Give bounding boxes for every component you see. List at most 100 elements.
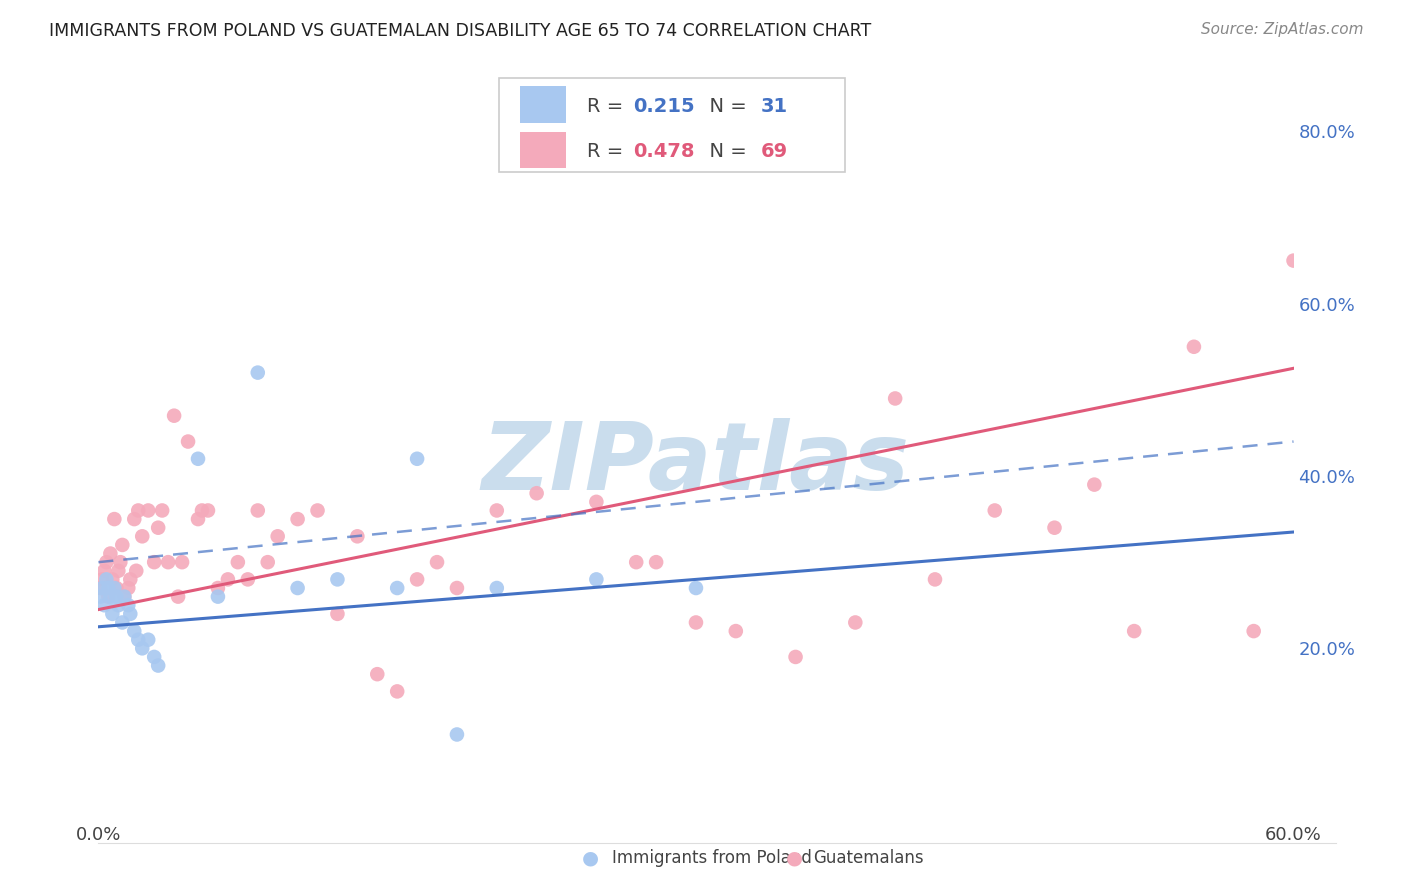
Point [246,366,269,380]
Point [103,512,125,526]
Point [177,434,200,449]
Point [685,615,707,630]
Point [217,573,239,587]
Point [89,590,111,604]
Point [187,512,209,526]
Point [307,503,329,517]
Point [385,684,409,698]
Point [89,581,111,595]
Point [1182,340,1205,354]
Point [107,599,129,613]
Point [1282,253,1305,268]
Point [685,581,707,595]
Point [143,649,166,664]
Point [626,555,648,569]
Point [485,503,508,517]
Point [326,607,349,621]
Point [112,590,135,604]
Text: Guatemalans: Guatemalans [813,849,924,867]
Point [446,727,468,741]
Point [785,649,807,664]
Point [124,624,146,639]
Point [236,573,259,587]
Point [1243,624,1265,639]
Point [924,573,946,587]
Point [110,555,132,569]
Point [157,555,180,569]
Point [163,409,186,423]
Point [148,521,170,535]
Point [101,607,124,621]
Point [426,555,449,569]
Point [645,555,668,569]
Text: IMMIGRANTS FROM POLAND VS GUATEMALAN DISABILITY AGE 65 TO 74 CORRELATION CHART: IMMIGRANTS FROM POLAND VS GUATEMALAN DIS… [49,22,872,40]
FancyBboxPatch shape [520,132,565,169]
FancyBboxPatch shape [499,78,845,172]
Point [96,555,118,569]
Point [326,573,349,587]
Point [127,503,149,517]
Text: 31: 31 [761,96,787,116]
Point [111,615,134,630]
Text: ZIPatlas: ZIPatlas [482,418,910,510]
Text: ●: ● [786,848,803,867]
Point [526,486,548,500]
Point [585,495,607,509]
Point [96,573,118,587]
Point [1123,624,1146,639]
Point [120,573,142,587]
Point [111,538,134,552]
Point [207,581,229,595]
Point [1343,573,1365,587]
Point [143,555,166,569]
Point [93,564,115,578]
Point [101,573,124,587]
Point [117,599,139,613]
Point [207,590,229,604]
Point [406,573,429,587]
Point [105,581,128,595]
Point [120,607,142,621]
Point [226,555,249,569]
Point [346,529,368,543]
Point [984,503,1007,517]
Point [131,641,153,656]
Point [287,512,309,526]
Point [1083,477,1105,491]
Text: 69: 69 [761,142,787,161]
Point [124,512,146,526]
Point [191,503,214,517]
Point [724,624,747,639]
Point [127,632,149,647]
Text: ●: ● [582,848,599,867]
Point [107,564,129,578]
Text: N =: N = [697,96,754,116]
Text: 0.215: 0.215 [633,96,695,116]
Point [150,503,173,517]
Text: R =: R = [588,96,630,116]
Point [125,564,148,578]
Point [105,590,128,604]
Point [485,581,508,595]
Point [117,581,139,595]
FancyBboxPatch shape [520,87,565,123]
Point [131,529,153,543]
Text: Immigrants from Poland: Immigrants from Poland [612,849,811,867]
Point [97,590,120,604]
Point [256,555,278,569]
Point [167,590,190,604]
Point [91,581,114,595]
Point [884,392,907,406]
Point [246,503,269,517]
Text: R =: R = [588,142,630,161]
Point [93,599,115,613]
Point [446,581,468,595]
Point [97,581,120,595]
Point [148,658,170,673]
Text: Source: ZipAtlas.com: Source: ZipAtlas.com [1201,22,1364,37]
Point [91,573,114,587]
Point [1043,521,1066,535]
Point [1382,529,1405,543]
Point [366,667,388,681]
Point [98,547,122,561]
